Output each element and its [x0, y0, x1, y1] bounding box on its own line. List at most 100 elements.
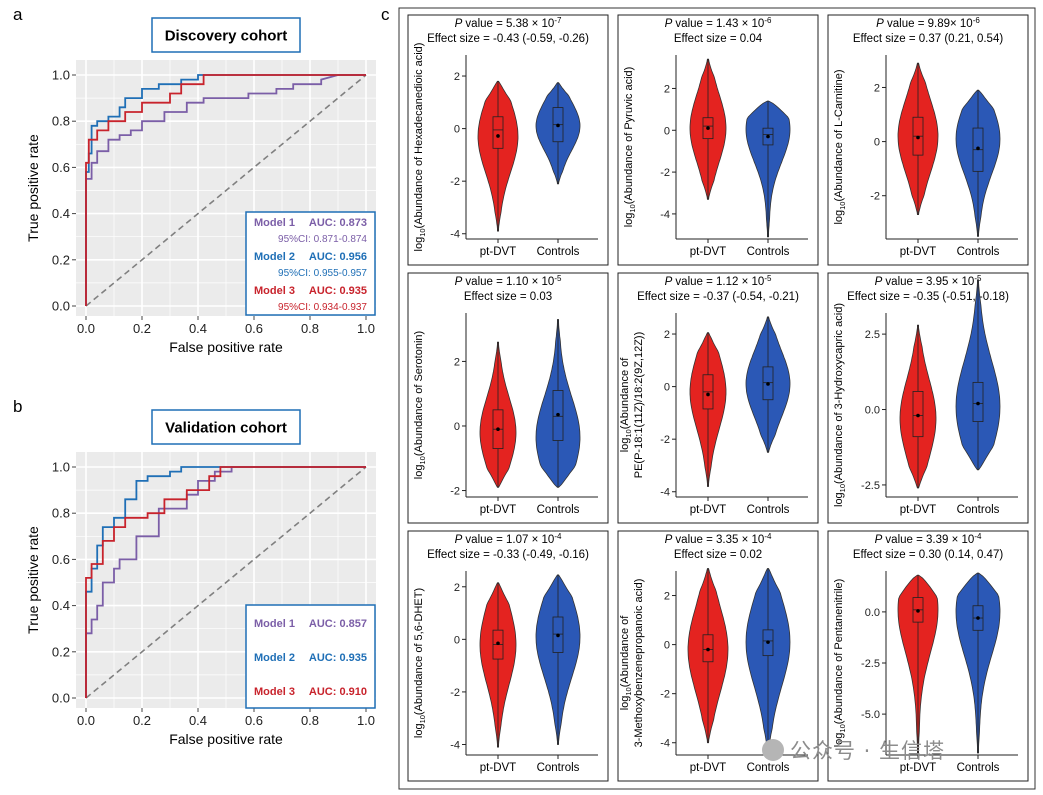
y-tick-label: 0 [454, 124, 460, 136]
violin-grid: P value = 5.38 × 10-7 Effect size = -0.43… [398, 7, 1036, 790]
y-tick-label: -2 [450, 486, 460, 498]
wechat-icon [762, 739, 784, 761]
chart-title: Validation cohort [165, 420, 287, 437]
violin-ptdvt [899, 324, 937, 489]
ylabel-log: log [619, 438, 631, 453]
x-category-label: pt-DVT [690, 762, 726, 774]
y-tick-label: -2 [660, 689, 670, 701]
x-tick-label: 0.8 [301, 321, 319, 336]
ylabel-text: (Abundance of 5,6-DHET) [413, 588, 425, 715]
y-tick-label: 0.4 [52, 598, 70, 613]
ylabel-text: 3-Methoxybenzenepropanoic acid) [633, 579, 645, 748]
effect-size-text: Effect size = 0.04 [674, 33, 763, 45]
y-axis-label: log10(Abundance of [619, 357, 633, 453]
ylabel-text: (Abundance of Hexadecanedioic acid) [413, 43, 425, 229]
roc-curve-3 [85, 74, 366, 306]
ylabel-text: (Abundance of 3-Hydroxycapric acid) [833, 303, 845, 484]
p-italic: P [665, 18, 673, 30]
effect-size-text: Effect size = 0.02 [674, 549, 762, 561]
y-axis-label: log10(Abundance of [619, 615, 633, 711]
reference-diagonal [85, 466, 367, 699]
x-axis-label: False positive rate [169, 339, 283, 355]
ylabel-log: log [833, 733, 845, 748]
violin-panel: P value = 5.38 × 10-7 Effect size = -0.43… [407, 14, 609, 266]
x-category-label: Controls [747, 762, 790, 774]
x-category-label: Controls [957, 504, 1000, 516]
legend-model-name: Model 2 [254, 251, 295, 263]
panel-c-frame [398, 7, 1036, 790]
y-tick-label: 0.8 [52, 506, 70, 521]
box-iqr [552, 616, 564, 653]
x-tick-label: 0.2 [133, 321, 151, 336]
legend-box [245, 211, 376, 316]
legend-auc: AUC: 0.857 [309, 618, 367, 630]
panel-label-a: a [13, 5, 23, 24]
box-iqr [492, 116, 504, 149]
p-value-exponent: -7 [554, 16, 562, 25]
y-tick-label: 0.4 [52, 206, 70, 221]
p-italic: P [665, 276, 673, 288]
legend-box [245, 604, 376, 709]
y-tick-label: 0.0 [52, 691, 70, 706]
mean-point [556, 123, 560, 128]
violin-ptdvt [687, 568, 729, 744]
p-value-text: P value = 1.07 × 10-4 [455, 532, 562, 546]
y-tick-label: -2 [450, 176, 460, 188]
ylabel-sub: 10 [838, 484, 847, 492]
y-tick-label: -4 [450, 739, 460, 751]
p-value-exponent: -4 [554, 532, 562, 541]
x-tick-label: 0.2 [133, 713, 151, 728]
x-category-label: Controls [747, 246, 790, 258]
mean-point [496, 134, 500, 138]
box-iqr [972, 381, 984, 422]
p-value-main: value = 1.12 × 10 [672, 276, 764, 288]
effect-size-text: Effect size = -0.33 (-0.49, -0.16) [427, 549, 589, 561]
x-category-label: pt-DVT [900, 504, 936, 516]
y-axis-label: log10(Abundance of 5,6-DHET) [413, 588, 427, 738]
mean-point [766, 134, 770, 139]
mean-point [766, 640, 770, 644]
y-tick-label: 0 [454, 634, 460, 646]
x-category-label: Controls [537, 504, 580, 516]
roc-curve-2 [85, 74, 366, 306]
p-value-exponent: -5 [764, 274, 772, 283]
y-tick-label: -4 [660, 209, 670, 221]
x-tick-label: 0.8 [301, 713, 319, 728]
ylabel-sub: 10 [418, 228, 427, 236]
box-iqr [762, 127, 774, 146]
ylabel-sub: 10 [838, 202, 847, 210]
legend-auc: AUC: 0.956 [309, 251, 367, 263]
x-tick-label: 0.0 [77, 713, 95, 728]
violin-panel: P value = 3.95 × 10-5 Effect size = -0.35… [827, 272, 1029, 524]
legend-model-name: Model 1 [254, 217, 295, 229]
y-tick-label: 2 [874, 82, 880, 94]
x-category-label: pt-DVT [480, 246, 516, 258]
ylabel-sub: 10 [418, 715, 427, 723]
p-italic: P [875, 534, 883, 546]
p-value-exponent: -5 [974, 274, 982, 283]
p-value-exponent: -4 [764, 532, 772, 541]
p-value-text: P value = 1.10 × 10-5 [455, 274, 562, 288]
y-axis-label: 3-Methoxybenzenepropanoic acid) [633, 579, 645, 748]
box-iqr [702, 117, 714, 140]
y-tick-label: 0 [454, 421, 460, 433]
legend-model-name: Model 2 [254, 652, 295, 664]
box-iqr [762, 629, 774, 657]
ylabel-log: log [833, 210, 845, 225]
ylabel-text: (Abundance of Serotonin) [413, 331, 425, 456]
p-value-main: value = 1.43 × 10 [672, 18, 764, 30]
p-value-main: value = 5.38 × 10 [462, 18, 554, 30]
box-iqr [702, 634, 714, 663]
y-tick-label: 0.0 [865, 405, 880, 417]
box-iqr [912, 391, 924, 438]
y-tick-label: 0.0 [52, 299, 70, 314]
p-value-main: value = 1.07 × 10 [462, 534, 554, 546]
x-tick-label: 0.6 [245, 713, 263, 728]
effect-size-text: Effect size = -0.35 (-0.51, -0.18) [847, 291, 1009, 303]
ylabel-log: log [413, 237, 425, 252]
mean-point [976, 146, 980, 151]
p-value-main: value = 3.35 × 10 [672, 534, 764, 546]
y-axis-label: log10(Abundance of Hexadecanedioic acid) [413, 43, 427, 252]
legend-auc: AUC: 0.873 [309, 217, 367, 229]
